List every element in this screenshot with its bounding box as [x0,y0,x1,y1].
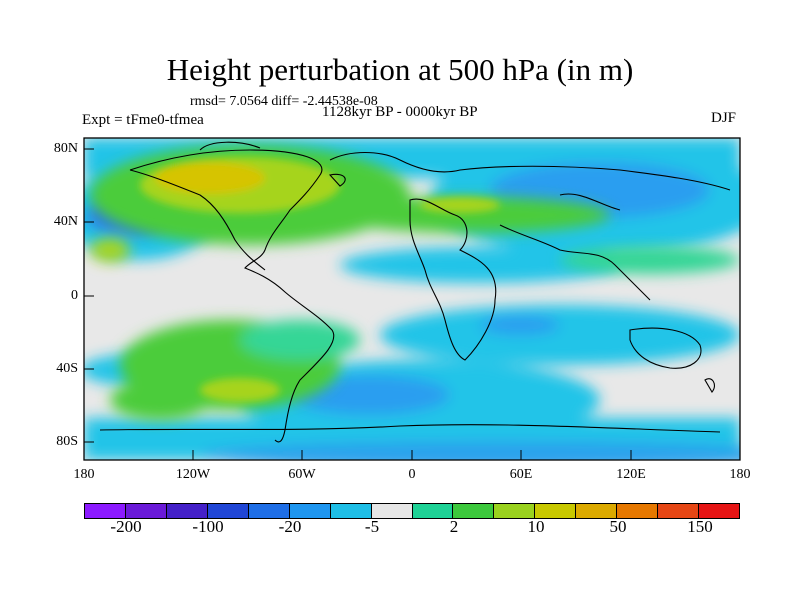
colorbar-swatch [699,504,739,518]
colorbar-label: 2 [449,517,459,536]
axis-ticks [84,148,632,460]
lat-label-80S: 80S [56,434,78,449]
lat-label-40S: 40S [56,361,78,376]
colorbar-swatch [248,504,290,518]
period-label: 1128kyr BP - 0000kyr BP [322,104,478,120]
colorbar-swatch [576,504,618,518]
colorbar-label: 150 [687,517,713,536]
colorbar-swatch [289,504,331,518]
colorbar-label: 50 [609,517,627,536]
colorbar-swatch [371,504,413,518]
colorbar-label: -200 [110,517,142,536]
colorbar-swatch [85,504,126,518]
experiment-label: Expt = tFme0-tfmea [82,112,204,128]
colorbar-swatch [412,504,454,518]
colorbar-swatch [453,504,495,518]
colorbar-swatch [535,504,577,518]
lat-label-40N: 40N [53,214,78,229]
field-yellow-regions [140,157,500,402]
coastlines [99,141,731,443]
colorbar [84,503,740,519]
colorbar-swatch [494,504,536,518]
colorbar-swatch [617,504,659,518]
season-label: DJF [711,110,737,126]
lon-label-180-left: 180 [73,467,95,482]
lat-label-80N: 80N [53,141,78,156]
colorbar-label: -20 [278,517,302,536]
map-title: Height perturbation at 500 hPa (in m) [166,52,634,87]
colorbar-label: 10 [527,517,545,536]
lon-label-180-right: 180 [729,467,751,482]
colorbar-swatch [125,504,167,518]
colorbar-swatch [330,504,372,518]
lon-label-120W: 120W [175,467,211,482]
lon-label-60W: 60W [288,467,316,482]
lon-label-120E: 120E [616,467,646,482]
stats-line: rmsd= 7.0564 diff= -2.44538e-08 [190,94,378,109]
colorbar-swatch [207,504,249,518]
colorbar-label: -5 [364,517,380,536]
lon-label-60E: 60E [509,467,533,482]
colorbar-label: -100 [192,517,224,536]
colorbar-swatch [658,504,700,518]
lat-label-0: 0 [71,288,78,303]
colorbar-swatch [166,504,208,518]
lon-label-0: 0 [408,467,416,482]
